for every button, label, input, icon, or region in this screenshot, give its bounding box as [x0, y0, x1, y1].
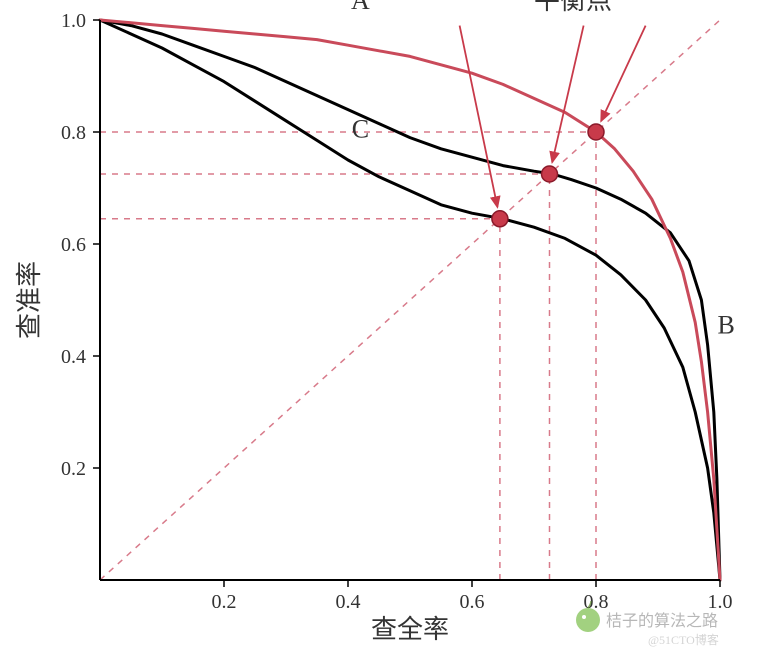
x-tick-label: 1.0 [708, 591, 733, 613]
pr-chart: 0.20.40.60.81.00.20.40.60.81.0查全率查准率ABC平… [0, 0, 778, 661]
x-tick-label: 0.2 [212, 591, 237, 613]
bep-marker-1 [542, 166, 558, 182]
chart-svg: 0.20.40.60.81.00.20.40.60.81.0查全率查准率ABC平… [0, 0, 778, 661]
watermark-icon-dot [582, 615, 586, 619]
y-tick-label: 1.0 [61, 10, 86, 32]
watermark-icon [576, 608, 600, 632]
bep-marker-2 [588, 124, 604, 140]
curve-label-b: B [718, 311, 735, 340]
x-tick-label: 0.6 [460, 591, 485, 613]
y-tick-label: 0.6 [61, 234, 86, 256]
watermark-subtext: @51CTO博客 [648, 632, 719, 647]
bep-annotation-label: 平衡点 [534, 0, 612, 15]
x-tick-label: 0.4 [336, 591, 361, 613]
bep-marker-0 [492, 211, 508, 227]
y-axis-label: 查准率 [15, 261, 44, 339]
y-tick-label: 0.4 [61, 346, 86, 368]
curve-label-a: A [351, 0, 370, 15]
y-tick-label: 0.8 [61, 122, 86, 144]
y-tick-label: 0.2 [61, 458, 86, 480]
x-axis-label: 查全率 [371, 615, 449, 644]
curve-label-c: C [352, 115, 369, 144]
watermark-text: 桔子的算法之路 [606, 611, 718, 630]
chart-bg [0, 0, 778, 661]
